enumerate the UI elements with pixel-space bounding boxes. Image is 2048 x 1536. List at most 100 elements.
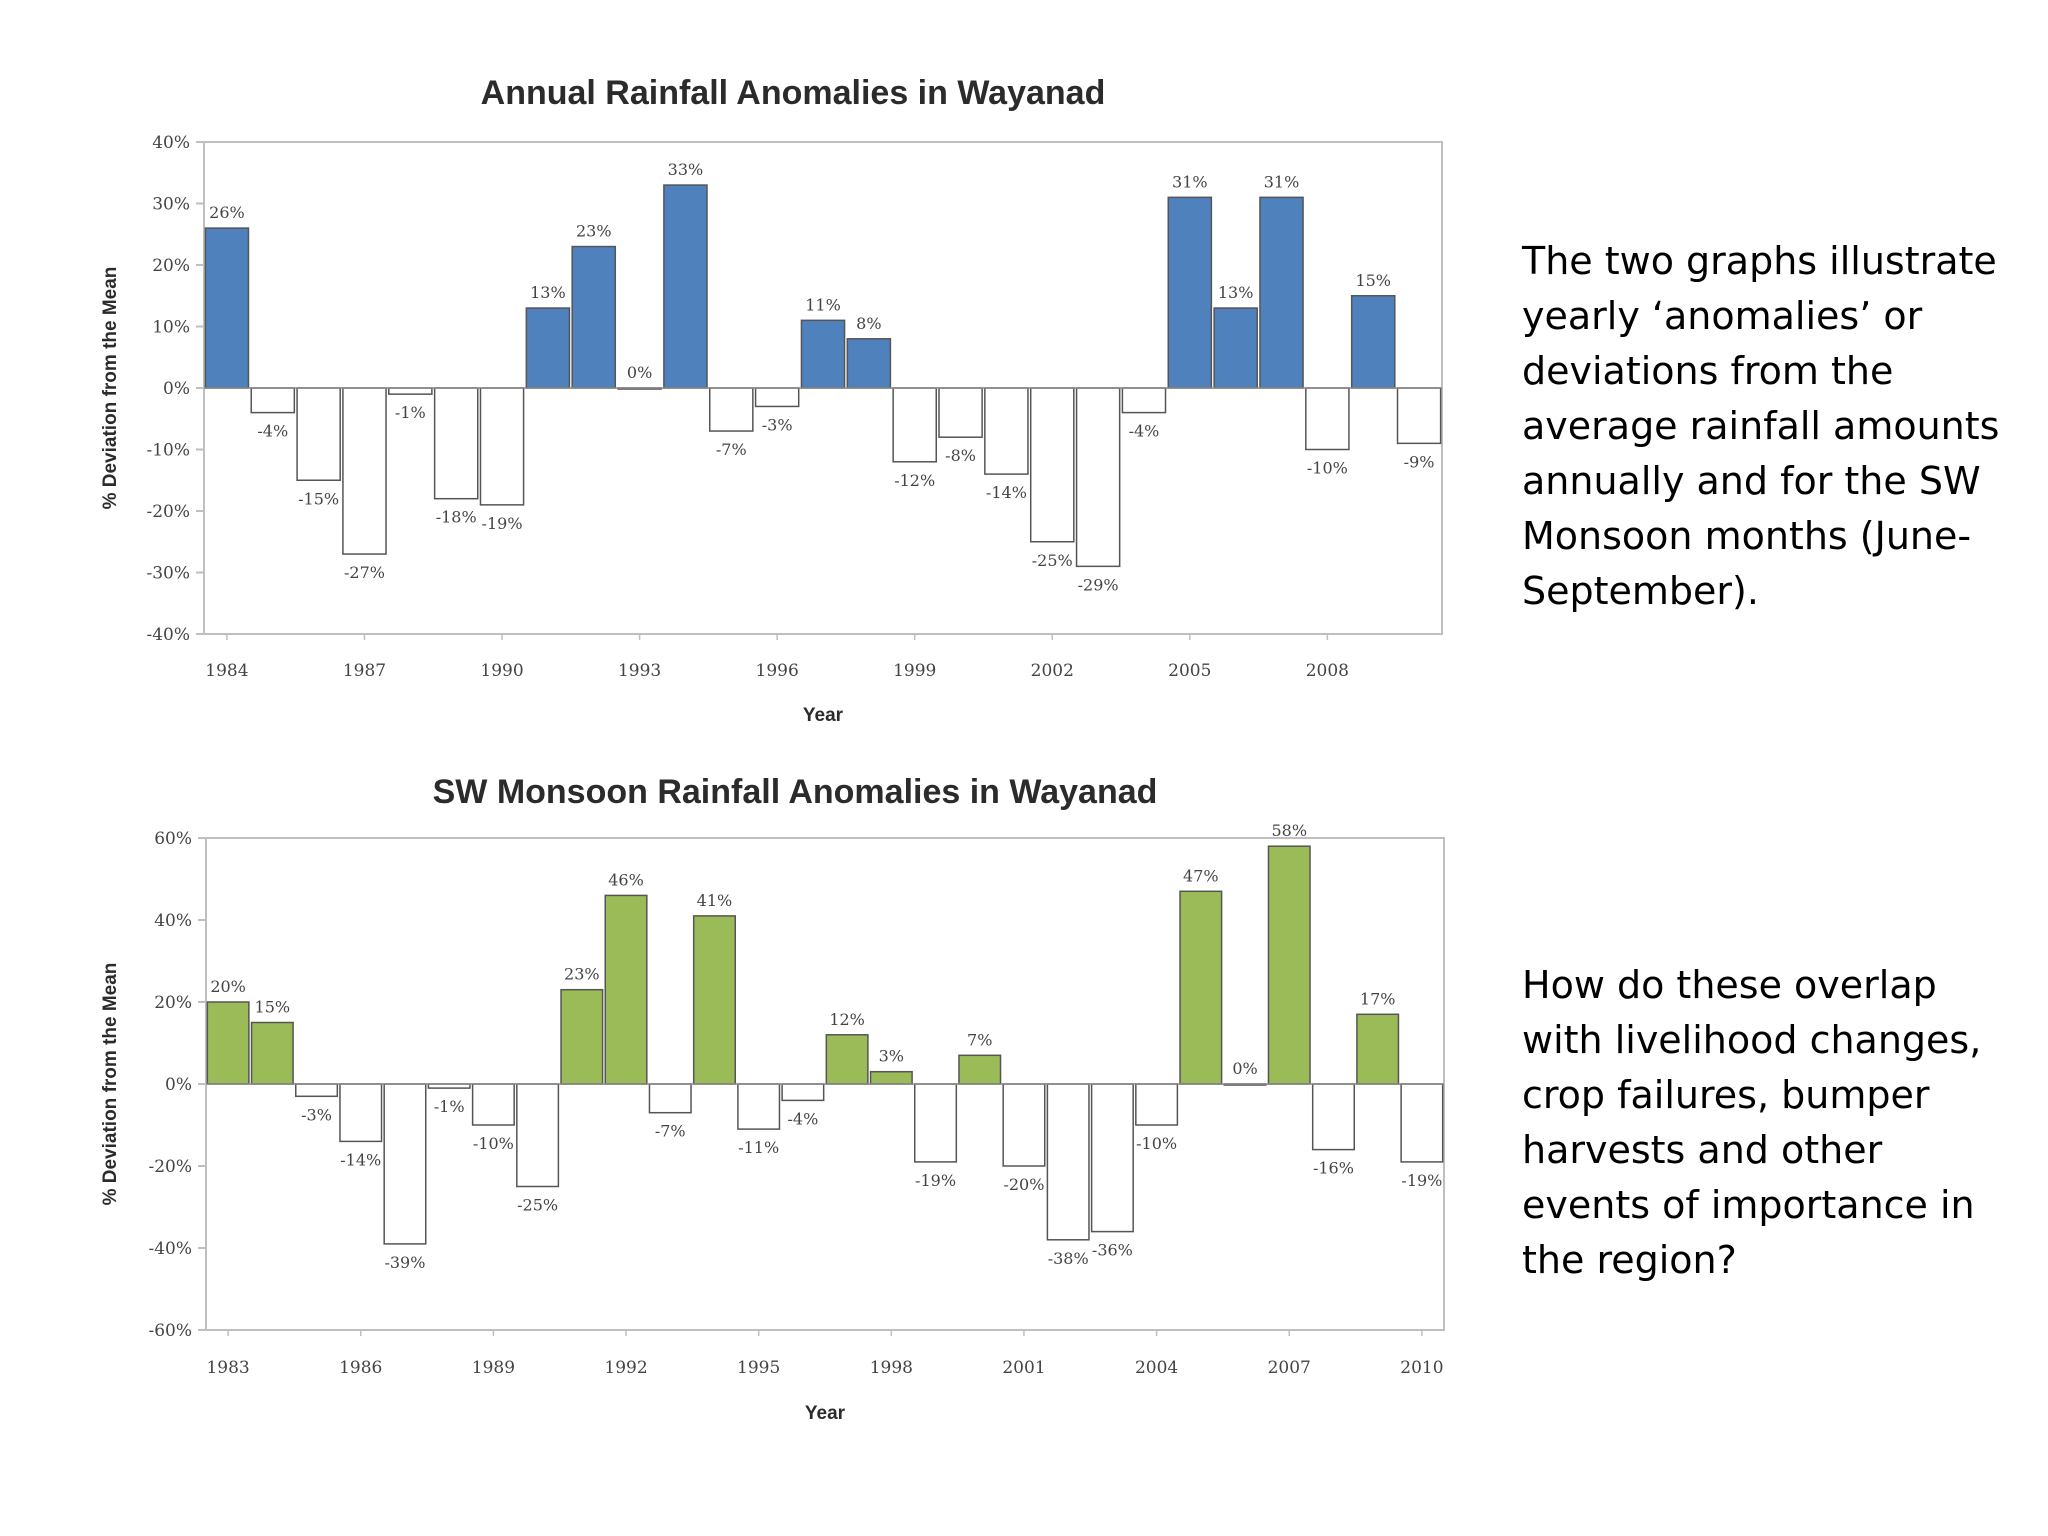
description-paragraph: The two graphs illustrate yearly ‘anomal… bbox=[1522, 239, 2000, 613]
bar-2007 bbox=[1267, 845, 1311, 1085]
x-tick-label: 1987 bbox=[343, 661, 386, 681]
data-label-2000: -8% bbox=[945, 446, 976, 465]
x-tick-label: 1990 bbox=[480, 661, 523, 681]
x-tick-label: 1983 bbox=[206, 1358, 249, 1378]
data-label-1985: -3% bbox=[301, 1105, 332, 1124]
bar-2010 bbox=[1400, 1083, 1444, 1163]
data-label-2001: -20% bbox=[1003, 1175, 1044, 1194]
y-tick-label: 0% bbox=[165, 1075, 192, 1095]
x-tick-label: 2007 bbox=[1268, 1358, 1311, 1378]
data-label-1989: -10% bbox=[473, 1134, 514, 1153]
y-tick-label: 40% bbox=[152, 133, 190, 153]
data-label-2010: -19% bbox=[1401, 1171, 1442, 1190]
bar-1995 bbox=[708, 387, 754, 432]
data-label-1986: -15% bbox=[298, 489, 339, 508]
data-label-1998: 8% bbox=[856, 314, 881, 333]
bar-2005 bbox=[1167, 196, 1213, 389]
bar-2001 bbox=[1002, 1083, 1046, 1167]
data-label-2009: 17% bbox=[1360, 989, 1396, 1008]
bar-1997 bbox=[825, 1034, 869, 1085]
data-label-2006: 13% bbox=[1218, 283, 1254, 302]
data-label-1999: -12% bbox=[894, 471, 935, 490]
bar-2001 bbox=[984, 387, 1029, 475]
data-label-1984: 15% bbox=[255, 998, 291, 1017]
bar-1984 bbox=[250, 1021, 294, 1085]
data-label-2004: -10% bbox=[1136, 1134, 1177, 1153]
data-label-1988: -1% bbox=[395, 403, 426, 422]
bar-2004 bbox=[1121, 387, 1167, 414]
y-tick-label: 20% bbox=[152, 256, 190, 276]
bar-2010 bbox=[1396, 387, 1442, 445]
data-label-1988: -1% bbox=[434, 1097, 465, 1116]
data-label-2003: -36% bbox=[1092, 1241, 1133, 1260]
x-axis-title: Year bbox=[805, 1403, 846, 1424]
bar-1992 bbox=[604, 894, 648, 1085]
data-label-1984: 26% bbox=[209, 203, 245, 222]
data-label-2001: -14% bbox=[986, 483, 1027, 502]
data-label-2003: -29% bbox=[1078, 575, 1119, 594]
x-tick-label: 2004 bbox=[1135, 1358, 1178, 1378]
data-label-2007: 58% bbox=[1271, 821, 1307, 840]
data-label-1997: 11% bbox=[805, 295, 841, 314]
x-tick-label: 2002 bbox=[1031, 661, 1074, 681]
data-label-1991: 23% bbox=[564, 965, 600, 984]
data-label-1991: 13% bbox=[530, 283, 566, 302]
bar-1989 bbox=[471, 1083, 515, 1126]
bar-1996 bbox=[754, 387, 800, 408]
x-tick-label: 2008 bbox=[1306, 661, 1349, 681]
data-label-2008: -10% bbox=[1307, 459, 1348, 478]
data-label-2005: 47% bbox=[1183, 866, 1219, 885]
bar-1991 bbox=[525, 307, 571, 389]
bar-1989 bbox=[433, 387, 479, 500]
bar-1986 bbox=[339, 1083, 383, 1143]
data-label-1992: 23% bbox=[576, 222, 612, 241]
bar-1993 bbox=[648, 1083, 692, 1114]
data-label-1993: -7% bbox=[655, 1122, 686, 1141]
data-label-2008: -16% bbox=[1313, 1159, 1354, 1178]
x-tick-label: 1998 bbox=[870, 1358, 913, 1378]
bar-1991 bbox=[560, 988, 604, 1085]
bar-1998 bbox=[846, 338, 892, 389]
data-label-1987: -27% bbox=[344, 563, 385, 582]
data-label-1996: -4% bbox=[787, 1109, 818, 1128]
bar-1986 bbox=[296, 387, 341, 481]
bar-1992 bbox=[571, 245, 617, 389]
y-tick-label: -40% bbox=[146, 625, 190, 645]
data-label-1997: 12% bbox=[829, 1010, 865, 1029]
bar-1983 bbox=[206, 1001, 250, 1085]
data-label-1985: -4% bbox=[257, 422, 288, 441]
data-label-1992: 46% bbox=[608, 870, 644, 889]
bar-2006 bbox=[1213, 307, 1258, 389]
x-tick-label: 1992 bbox=[604, 1358, 647, 1378]
data-label-2007: 31% bbox=[1264, 172, 1300, 191]
data-label-2002: -25% bbox=[1032, 551, 1073, 570]
bar-2000 bbox=[958, 1054, 1002, 1085]
chart-title: Annual Rainfall Anomalies in Wayanad bbox=[481, 74, 1106, 112]
x-axis-title: Year bbox=[803, 705, 844, 726]
y-tick-label: -10% bbox=[146, 441, 190, 461]
x-tick-label: 2001 bbox=[1002, 1358, 1045, 1378]
bar-2008 bbox=[1305, 387, 1350, 451]
bar-1994 bbox=[663, 184, 708, 389]
bar-1996 bbox=[781, 1083, 825, 1102]
bar-1999 bbox=[892, 387, 938, 463]
y-tick-label: 0% bbox=[163, 379, 190, 399]
bar-1990 bbox=[516, 1083, 560, 1188]
annual-rainfall-chart: Annual Rainfall Anomalies in Wayanad 40% 3… bbox=[68, 52, 1468, 752]
x-tick-label: 1986 bbox=[339, 1358, 382, 1378]
data-label-2006: 0% bbox=[1232, 1059, 1257, 1078]
data-label-1986: -14% bbox=[340, 1150, 381, 1169]
y-tick-label: -60% bbox=[148, 1321, 192, 1341]
annual-rainfall-chart-svg: Annual Rainfall Anomalies in Wayanad 40% 3… bbox=[100, 74, 1443, 726]
bar-1987 bbox=[383, 1083, 427, 1245]
y-tick-label: -20% bbox=[148, 1157, 192, 1177]
data-label-1993: 0% bbox=[627, 363, 652, 382]
data-label-2010: -9% bbox=[1404, 452, 1435, 471]
data-label-2002: -38% bbox=[1048, 1249, 1089, 1268]
x-tick-label: 1989 bbox=[472, 1358, 515, 1378]
data-label-2000: 7% bbox=[967, 1030, 992, 1049]
bar-1987 bbox=[342, 387, 387, 555]
y-tick-label: -20% bbox=[146, 502, 190, 522]
y-tick-label: 10% bbox=[152, 318, 190, 338]
data-label-2009: 15% bbox=[1355, 271, 1391, 290]
